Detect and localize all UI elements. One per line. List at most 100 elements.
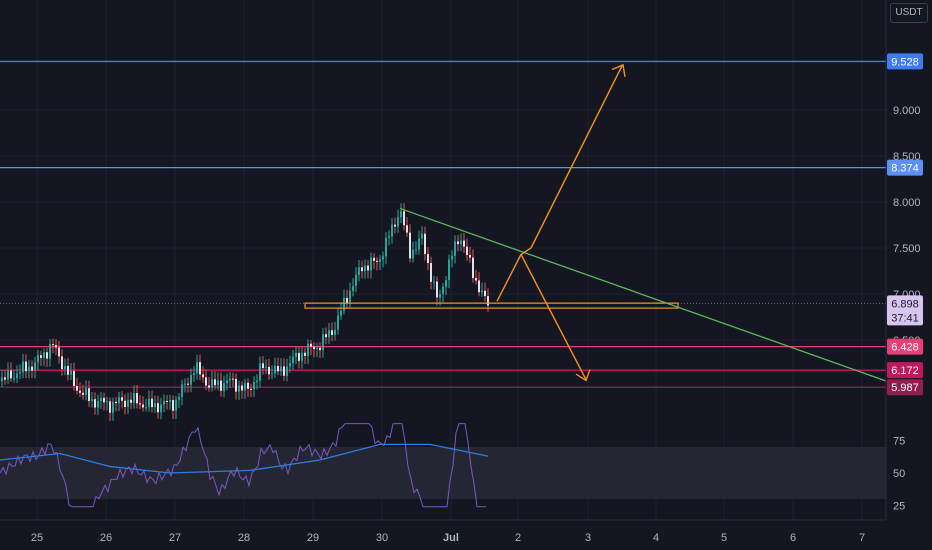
candle-body <box>403 211 405 226</box>
candle-body <box>58 347 60 357</box>
candle-body <box>76 386 78 391</box>
projection-down-arrow <box>520 254 587 380</box>
candle-body <box>439 293 441 298</box>
time-tick-label: 30 <box>376 532 388 544</box>
candle-body <box>325 334 327 338</box>
candle-body <box>82 392 84 395</box>
time-tick-label: 4 <box>653 532 659 544</box>
price-tick-label: 8.000 <box>893 197 921 209</box>
candle-body <box>481 290 483 293</box>
last-price-label: 6.898 <box>891 298 919 310</box>
candle-body <box>262 363 264 369</box>
candle-body <box>205 377 207 386</box>
candle-body <box>337 315 339 330</box>
candle-body <box>49 344 51 359</box>
candle-body <box>454 241 456 256</box>
candle-body <box>295 352 297 357</box>
candle-body <box>415 249 417 251</box>
candle-body <box>166 400 168 402</box>
candle-body <box>46 352 48 359</box>
currency-label[interactable]: USDT <box>890 3 928 23</box>
time-tick-label: 29 <box>307 532 319 544</box>
price-tag-label: 5.987 <box>891 382 919 394</box>
candle-body <box>22 361 24 373</box>
candle-body <box>466 246 468 255</box>
candle-body <box>154 403 156 408</box>
rsi-line <box>0 423 486 508</box>
candle-body <box>4 377 6 380</box>
candle-body <box>379 259 381 262</box>
candle-body <box>472 257 474 279</box>
time-tick-label: 7 <box>859 532 865 544</box>
time-tick-label: 28 <box>238 532 250 544</box>
price-tag <box>887 338 923 355</box>
candle-body <box>136 393 138 404</box>
time-tick-label: 2 <box>515 532 521 544</box>
candle-body <box>157 403 159 413</box>
candle-body <box>388 236 390 238</box>
descending-trendline <box>399 207 887 382</box>
candle-body <box>238 385 240 392</box>
candle-body <box>352 285 354 291</box>
candle-body <box>16 373 18 379</box>
candle-body <box>196 362 198 374</box>
candle-body <box>214 379 216 386</box>
candle-body <box>130 399 132 403</box>
time-tick-label: 25 <box>31 532 43 544</box>
candle-body <box>319 347 321 351</box>
candle-body <box>250 388 252 390</box>
candle-body <box>370 257 372 271</box>
price-tag <box>887 53 923 70</box>
candle-body <box>118 397 120 404</box>
price-tag-label: 6.428 <box>891 342 919 354</box>
candle-body <box>289 363 291 367</box>
candle-body <box>460 240 462 245</box>
price-tags: 9.528 8.374 6.428 6.172 5.987 6.898 37:41 <box>887 53 923 396</box>
candle-body <box>70 371 72 375</box>
price-tag <box>887 379 923 396</box>
candle-body <box>316 347 318 350</box>
candle-body <box>202 374 204 378</box>
drawings <box>304 63 887 382</box>
candle-body <box>121 397 123 401</box>
candle-body <box>160 404 162 413</box>
candle-body <box>10 370 12 379</box>
candle-body <box>187 383 189 385</box>
candle-body <box>67 365 69 375</box>
candle-body <box>355 274 357 286</box>
candle-body <box>178 397 180 400</box>
candle-body <box>367 265 369 271</box>
candle-body <box>277 365 279 372</box>
candle-body <box>412 249 414 259</box>
candle-body <box>385 237 387 257</box>
candle-body <box>223 383 225 391</box>
candle-body <box>394 224 396 227</box>
candle-body <box>421 233 423 239</box>
candle-body <box>475 278 477 281</box>
candle-body <box>193 373 195 376</box>
countdown-label: 37:41 <box>891 312 919 324</box>
candle-body <box>109 401 111 413</box>
candle-body <box>469 254 471 258</box>
candle-body <box>37 355 39 363</box>
price-tag-label: 6.172 <box>891 365 919 377</box>
candle-body <box>484 290 486 297</box>
horizontal-levels <box>0 60 886 388</box>
candle-body <box>28 366 30 372</box>
candle-body <box>199 362 201 375</box>
projection-down-head <box>575 369 591 382</box>
candle-body <box>1 377 3 382</box>
candle-body <box>97 401 99 408</box>
candle-body <box>382 256 384 260</box>
candle-body <box>331 330 333 335</box>
candle-body <box>307 343 309 356</box>
candle-body <box>52 344 54 346</box>
candle-body <box>94 399 96 408</box>
candle-body <box>85 388 87 395</box>
candlesticks <box>1 203 489 421</box>
candle-body <box>220 380 222 391</box>
candle-body <box>73 371 75 387</box>
candle-body <box>106 401 108 403</box>
candle-body <box>427 254 429 263</box>
